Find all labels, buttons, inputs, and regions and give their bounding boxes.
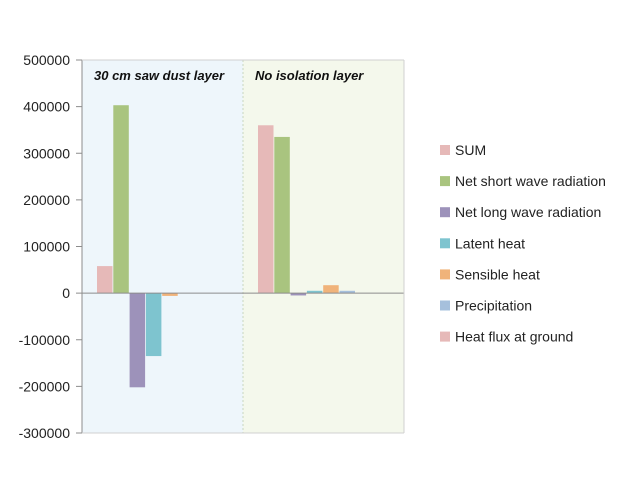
legend-swatch xyxy=(440,300,450,311)
y-tick-label: -200000 xyxy=(19,378,71,394)
y-axis-ticks: 500000 400000 300000 200000 100000 0 -100000 -2… xyxy=(19,52,82,441)
bar xyxy=(97,266,113,294)
legend-label: SUM xyxy=(455,142,486,158)
y-tick-label: 0 xyxy=(62,285,70,301)
bar xyxy=(323,285,339,294)
bar xyxy=(113,105,129,294)
legend-label: Precipitation xyxy=(455,298,532,314)
y-tick-label: 100000 xyxy=(23,239,70,255)
bar xyxy=(290,293,307,296)
bar xyxy=(339,290,355,294)
legend: SUM Net short wave radiation Net long wave… xyxy=(440,142,606,345)
legend-label: Net long wave radiation xyxy=(455,204,601,220)
legend-swatch xyxy=(440,176,450,187)
y-tick-label: 400000 xyxy=(23,99,70,115)
y-tick-label: 200000 xyxy=(23,192,70,208)
bar xyxy=(129,293,146,388)
bar xyxy=(258,125,274,294)
category-label: 30 cm saw dust layer xyxy=(94,68,225,83)
panel-titles: 30 cm saw dust layer No isolation layer xyxy=(94,68,364,83)
bar xyxy=(274,136,290,294)
bar xyxy=(145,293,162,357)
bar xyxy=(162,293,178,296)
y-tick-label: -300000 xyxy=(19,425,71,441)
bar xyxy=(306,290,323,294)
category-label: No isolation layer xyxy=(255,68,364,83)
legend-label: Net short wave radiation xyxy=(455,173,606,189)
legend-swatch xyxy=(440,145,450,155)
legend-swatch xyxy=(440,238,450,249)
panel-background xyxy=(82,60,243,433)
legend-label: Sensible heat xyxy=(455,266,540,282)
y-tick-label: -100000 xyxy=(19,332,71,348)
legend-swatch xyxy=(440,269,450,280)
legend-label: Latent heat xyxy=(455,235,525,251)
bars xyxy=(97,105,355,388)
y-tick-label: 500000 xyxy=(23,52,70,68)
panel-backgrounds xyxy=(82,60,404,433)
y-tick-label: 300000 xyxy=(23,145,70,161)
legend-label: Heat flux at ground xyxy=(455,329,573,345)
legend-swatch xyxy=(440,331,450,342)
legend-swatch xyxy=(440,207,450,218)
